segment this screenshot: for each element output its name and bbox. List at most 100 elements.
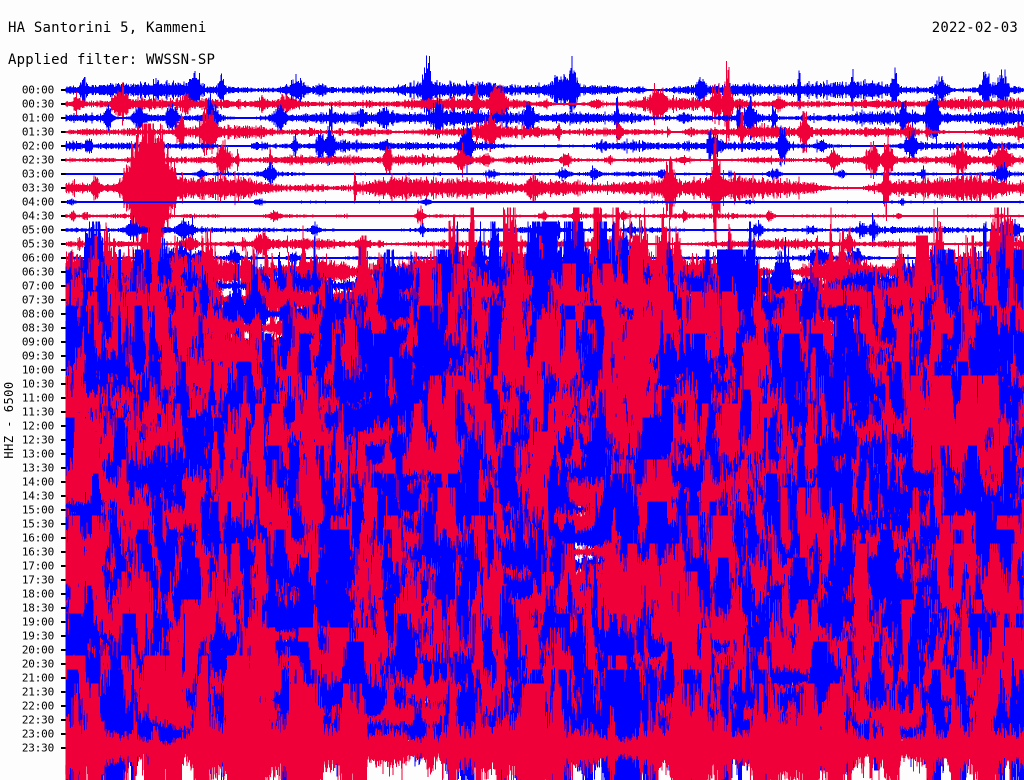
time-tick-label: 23:00	[21, 727, 54, 741]
time-tick-mark	[61, 733, 66, 735]
time-tick-0700: 07:00	[0, 279, 68, 293]
time-tick-label: 19:00	[21, 615, 54, 629]
time-tick-1830: 18:30	[0, 601, 68, 615]
time-tick-mark	[61, 607, 66, 609]
time-tick-mark	[61, 103, 66, 105]
time-tick-2330: 23:30	[0, 741, 68, 755]
time-tick-0200: 02:00	[0, 139, 68, 153]
time-tick-2300: 23:00	[0, 727, 68, 741]
time-tick-label: 15:00	[21, 503, 54, 517]
time-tick-label: 17:30	[21, 573, 54, 587]
time-tick-mark	[61, 691, 66, 693]
time-tick-label: 04:00	[21, 195, 54, 209]
time-tick-mark	[61, 719, 66, 721]
time-tick-label: 00:00	[21, 83, 54, 97]
time-tick-label: 06:00	[21, 251, 54, 265]
time-tick-mark	[61, 215, 66, 217]
time-tick-1430: 14:30	[0, 489, 68, 503]
time-tick-0230: 02:30	[0, 153, 68, 167]
time-tick-2030: 20:30	[0, 657, 68, 671]
time-tick-label: 11:30	[21, 405, 54, 419]
time-tick-1600: 16:00	[0, 531, 68, 545]
time-tick-label: 00:30	[21, 97, 54, 111]
trace-canvas	[65, 55, 1024, 780]
time-tick-mark	[61, 439, 66, 441]
time-tick-1200: 12:00	[0, 419, 68, 433]
time-tick-0130: 01:30	[0, 125, 68, 139]
time-tick-label: 09:00	[21, 335, 54, 349]
time-tick-label: 22:30	[21, 713, 54, 727]
helicorder-plot: 00:00 00:30 01:00 01:30 02:00 02:30 03:00 03:30…	[0, 55, 1024, 780]
time-tick-label: 16:00	[21, 531, 54, 545]
time-tick-label: 13:30	[21, 461, 54, 475]
time-tick-2100: 21:00	[0, 671, 68, 685]
time-tick-label: 11:00	[21, 391, 54, 405]
date-label: 2022-02-03	[931, 20, 1018, 36]
time-tick-mark	[61, 425, 66, 427]
time-tick-1900: 19:00	[0, 615, 68, 629]
time-tick-mark	[61, 369, 66, 371]
time-tick-0530: 05:30	[0, 237, 68, 251]
time-tick-label: 19:30	[21, 629, 54, 643]
time-tick-mark	[61, 145, 66, 147]
time-tick-mark	[61, 537, 66, 539]
time-tick-0800: 08:00	[0, 307, 68, 321]
time-tick-label: 16:30	[21, 545, 54, 559]
time-tick-label: 12:00	[21, 419, 54, 433]
time-tick-mark	[61, 397, 66, 399]
time-tick-0930: 09:30	[0, 349, 68, 363]
time-tick-0430: 04:30	[0, 209, 68, 223]
time-tick-label: 08:00	[21, 307, 54, 321]
time-tick-mark	[61, 383, 66, 385]
time-tick-label: 07:30	[21, 293, 54, 307]
time-tick-label: 23:30	[21, 741, 54, 755]
time-tick-mark	[61, 285, 66, 287]
time-tick-1630: 16:30	[0, 545, 68, 559]
time-tick-mark	[61, 453, 66, 455]
time-tick-mark	[61, 481, 66, 483]
time-tick-1530: 15:30	[0, 517, 68, 531]
time-tick-mark	[61, 677, 66, 679]
time-tick-mark	[61, 117, 66, 119]
seismogram-traces	[65, 55, 1024, 780]
time-tick-1030: 10:30	[0, 377, 68, 391]
time-tick-0600: 06:00	[0, 251, 68, 265]
time-tick-label: 15:30	[21, 517, 54, 531]
time-tick-label: 01:00	[21, 111, 54, 125]
time-tick-label: 12:30	[21, 433, 54, 447]
time-tick-mark	[61, 523, 66, 525]
time-tick-0030: 00:30	[0, 97, 68, 111]
time-tick-label: 20:30	[21, 657, 54, 671]
time-tick-label: 21:00	[21, 671, 54, 685]
time-tick-mark	[61, 663, 66, 665]
time-tick-mark	[61, 131, 66, 133]
time-tick-mark	[61, 159, 66, 161]
time-axis: 00:00 00:30 01:00 01:30 02:00 02:30 03:00 03:30…	[0, 78, 68, 780]
time-tick-mark	[61, 509, 66, 511]
time-tick-mark	[61, 187, 66, 189]
time-tick-label: 05:00	[21, 223, 54, 237]
time-tick-0400: 04:00	[0, 195, 68, 209]
time-tick-mark	[61, 355, 66, 357]
time-tick-label: 08:30	[21, 321, 54, 335]
time-tick-mark	[61, 467, 66, 469]
time-tick-label: 13:00	[21, 447, 54, 461]
time-tick-label: 06:30	[21, 265, 54, 279]
time-tick-1330: 13:30	[0, 461, 68, 475]
time-tick-1930: 19:30	[0, 629, 68, 643]
time-tick-1000: 10:00	[0, 363, 68, 377]
filter-label: Applied filter: WWSSN-SP	[8, 52, 216, 68]
time-tick-2130: 21:30	[0, 685, 68, 699]
time-tick-label: 09:30	[21, 349, 54, 363]
time-tick-label: 03:00	[21, 167, 54, 181]
time-tick-mark	[61, 341, 66, 343]
time-tick-mark	[61, 705, 66, 707]
time-tick-0100: 01:00	[0, 111, 68, 125]
time-tick-mark	[61, 243, 66, 245]
time-tick-mark	[61, 327, 66, 329]
time-tick-1800: 18:00	[0, 587, 68, 601]
time-tick-label: 14:00	[21, 475, 54, 489]
time-tick-2200: 22:00	[0, 699, 68, 713]
time-tick-0330: 03:30	[0, 181, 68, 195]
time-tick-label: 03:30	[21, 181, 54, 195]
